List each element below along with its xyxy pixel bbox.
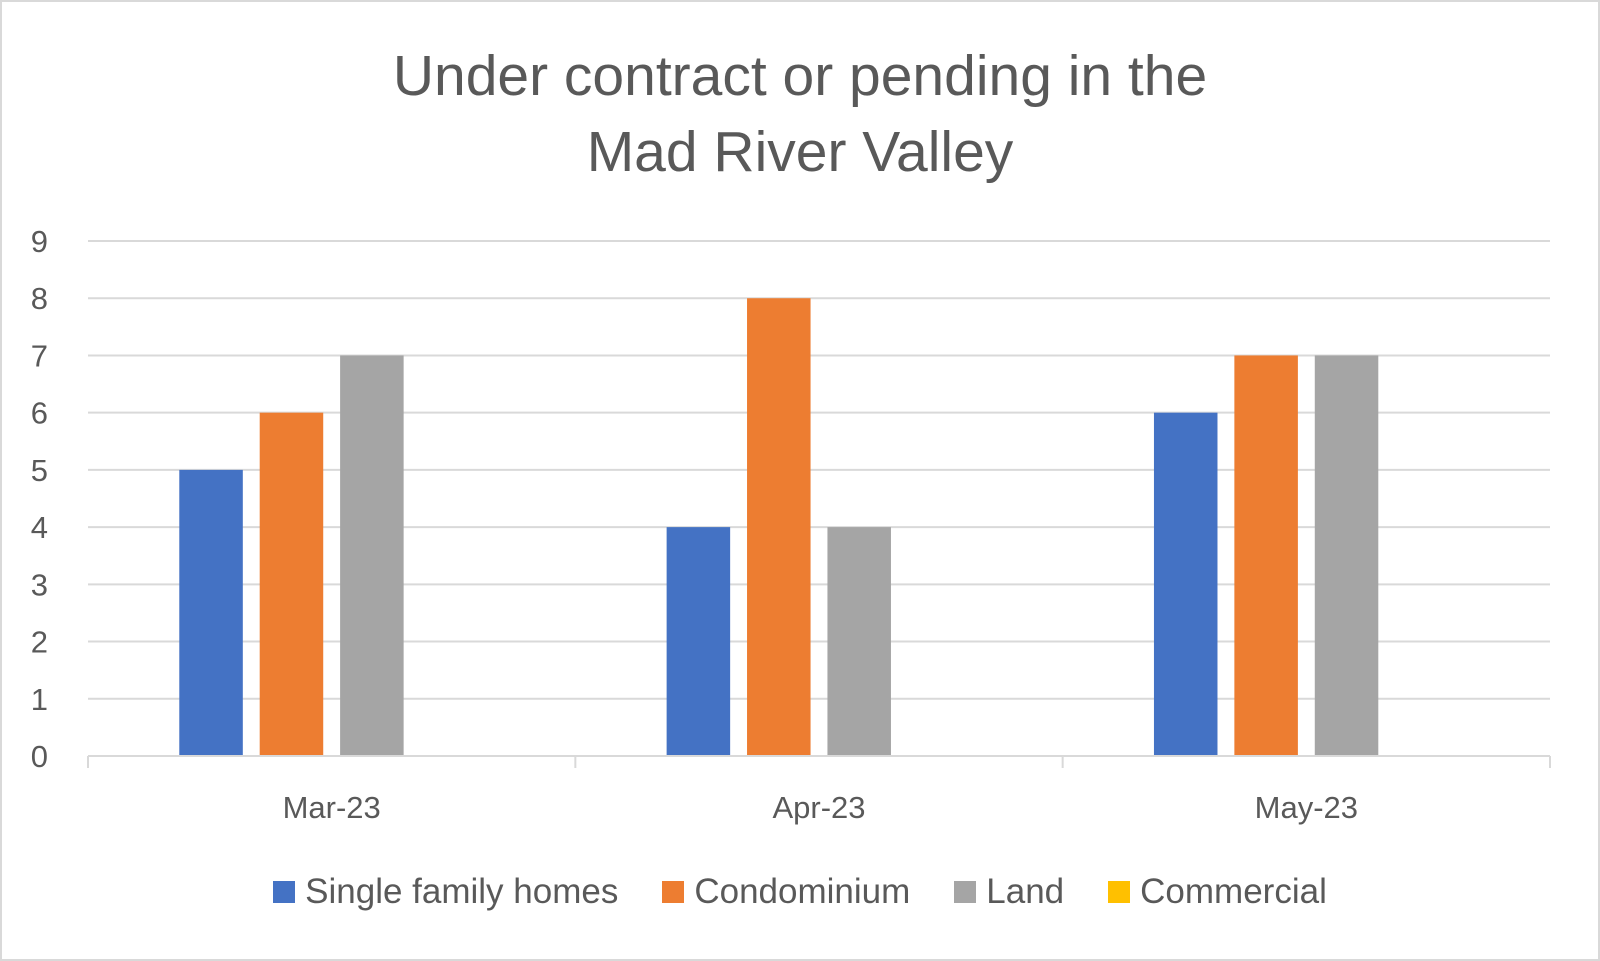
y-tick-label: 8 (31, 281, 48, 316)
y-tick-labels: 0 1 2 3 4 5 6 7 8 9 (31, 224, 48, 774)
legend: Single family homes Condominium Land Com… (0, 872, 1600, 912)
y-tick-label: 9 (31, 224, 48, 259)
x-tick-label: Mar-23 (283, 790, 381, 825)
y-tick-label: 2 (31, 625, 48, 660)
legend-swatch (273, 881, 296, 903)
y-tick-label: 5 (31, 453, 48, 488)
legend-item-land: Land (954, 872, 1064, 912)
chart-title: Under contract or pending in the Mad Riv… (0, 38, 1600, 190)
legend-label: Commercial (1140, 872, 1327, 911)
bar-land-apr-23 (827, 527, 891, 756)
bar-single-family-homes-mar-23 (179, 469, 243, 756)
legend-label: Condominium (694, 872, 911, 911)
legend-label: Single family homes (305, 872, 619, 911)
bar-condominium-mar-23 (259, 412, 324, 756)
legend-item-single-family-homes: Single family homes (273, 872, 618, 912)
x-tick-label: Apr-23 (772, 790, 865, 825)
bar-condominium-apr-23 (747, 298, 811, 756)
y-tick-label: 0 (31, 739, 48, 774)
legend-item-commercial: Commercial (1108, 872, 1327, 912)
chart-title-line-1: Under contract or pending in the (392, 44, 1208, 108)
gridlines (88, 240, 1550, 700)
bar-single-family-homes-may-23 (1153, 412, 1218, 756)
bar-land-may-23 (1314, 355, 1379, 756)
legend-item-condominium: Condominium (662, 872, 910, 912)
y-tick-label: 1 (31, 682, 48, 717)
y-tick-label: 4 (31, 510, 48, 545)
y-tick-label: 7 (31, 338, 48, 373)
legend-swatch (1108, 881, 1131, 903)
bars (179, 298, 1379, 756)
x-tick-labels: Mar-23 Apr-23 May-23 (283, 790, 1358, 825)
axes (87, 755, 1551, 768)
y-tick-label: 3 (31, 567, 48, 602)
legend-swatch (954, 881, 977, 903)
chart-title-line-2: Mad River Valley (586, 120, 1014, 184)
bar-land-mar-23 (340, 355, 404, 756)
x-tick-label: May-23 (1255, 790, 1358, 825)
legend-swatch (662, 881, 685, 903)
bar-condominium-may-23 (1234, 355, 1298, 756)
legend-label: Land (986, 872, 1065, 911)
y-tick-label: 6 (31, 396, 48, 431)
bar-single-family-homes-apr-23 (666, 527, 731, 756)
